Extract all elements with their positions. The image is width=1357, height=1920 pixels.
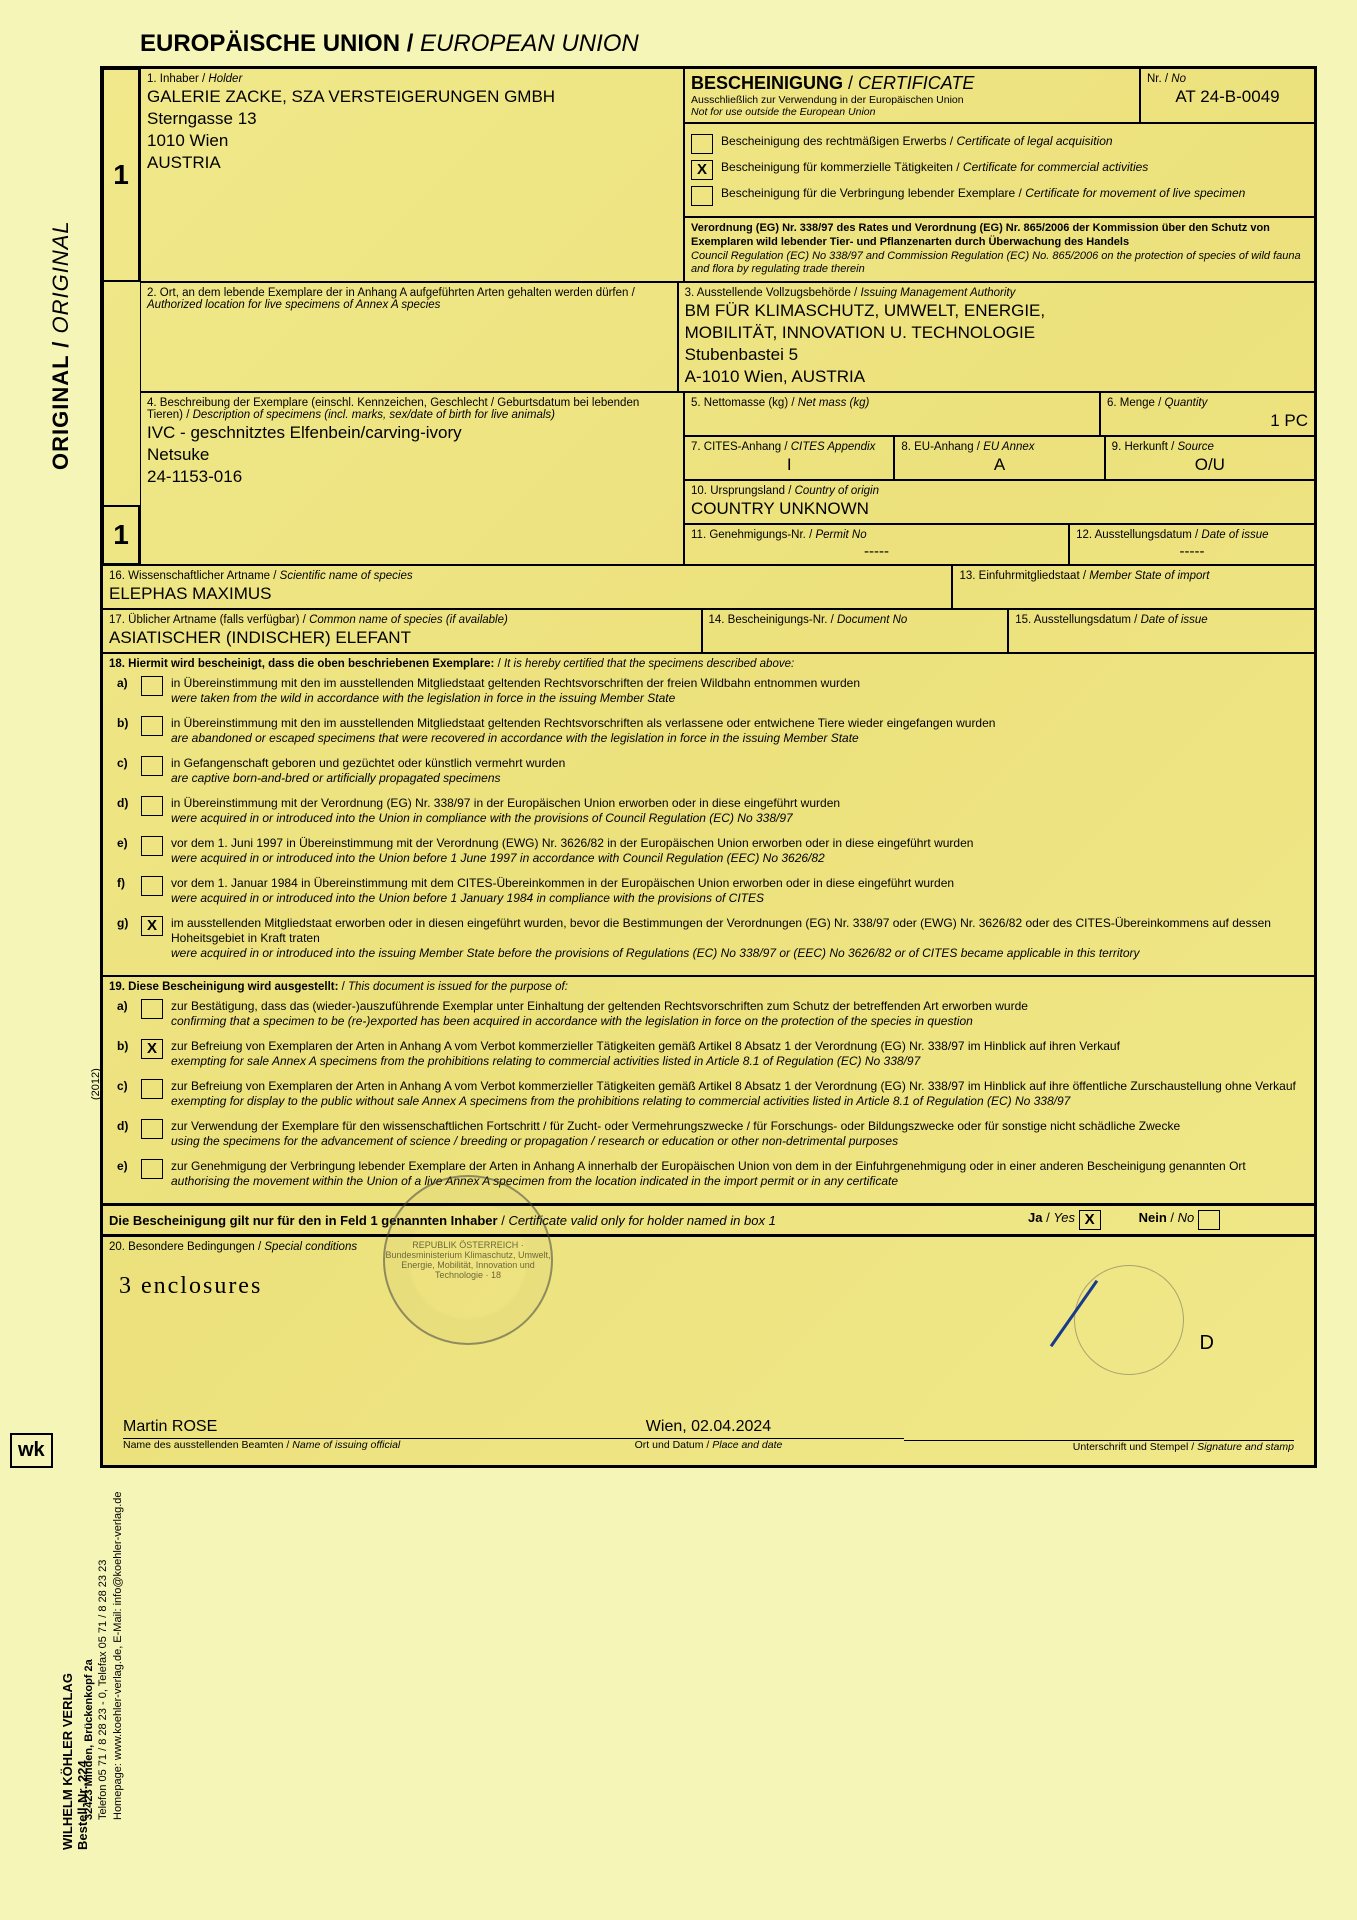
box5-label: 5. Nettomasse (kg) / Net mass (kg): [691, 397, 1093, 409]
box3-label: 3. Ausstellende Vollzugsbehörde / Issuin…: [685, 287, 1308, 299]
option-checkbox: [141, 1119, 163, 1139]
box10-label: 10. Ursprungsland / Country of origin: [691, 485, 1308, 497]
validity-text: Die Bescheinigung gilt nur für den in Fe…: [109, 1213, 1028, 1228]
cert-title: BESCHEINIGUNG / CERTIFICATE: [691, 73, 1133, 94]
option-checkbox: [141, 1159, 163, 1179]
certification-option: b)Xzur Befreiung von Exemplaren der Arte…: [117, 1039, 1308, 1069]
box8-label: 8. EU-Anhang / EU Annex: [901, 441, 1097, 453]
header-title: EUROPÄISCHE UNION / EUROPEAN UNION: [100, 30, 1317, 58]
option-checkbox: [141, 836, 163, 856]
desc-line2: Netsuke: [147, 445, 677, 465]
box10-value: COUNTRY UNKNOWN: [691, 499, 1308, 519]
certification-option: g)Xim ausstellenden Mitgliedstaat erworb…: [117, 916, 1308, 961]
certification-option: f)vor dem 1. Januar 1984 in Übereinstimm…: [117, 876, 1308, 906]
cert-type-checkbox: X: [691, 160, 713, 180]
certification-option: d)zur Verwendung der Exemplare für den w…: [117, 1119, 1308, 1149]
official-label: Name des ausstellenden Beamten / Name of…: [123, 1438, 513, 1451]
original-label: ORIGINAL / ORIGINAL: [48, 220, 74, 470]
publisher-logo: wk: [10, 1433, 53, 1468]
authority-line2: MOBILITÄT, INNOVATION U. TECHNOLOGIE: [685, 323, 1308, 343]
option-checkbox: [141, 756, 163, 776]
desc-line3: 24-1153-016: [147, 467, 677, 487]
option-checkbox: [141, 716, 163, 736]
box18-label: 18. Hiermit wird bescheinigt, dass die o…: [109, 658, 1308, 670]
authority-line1: BM FÜR KLIMASCHUTZ, UMWELT, ENERGIE,: [685, 301, 1308, 321]
box11-label: 11. Genehmigungs-Nr. / Permit No: [691, 529, 1062, 541]
box6-value: 1 PC: [1107, 411, 1308, 431]
box7-value: I: [691, 455, 887, 475]
place-label: Ort und Datum / Place and date: [513, 1438, 903, 1451]
box8-value: A: [901, 455, 1097, 475]
box12-label: 12. Ausstellungsdatum / Date of issue: [1076, 529, 1308, 541]
validity-yes-checkbox: X: [1079, 1210, 1101, 1230]
option-checkbox: [141, 676, 163, 696]
desc-line1: IVC - geschnitztes Elfenbein/carving-ivo…: [147, 423, 677, 443]
cert-type-checkbox: [691, 134, 713, 154]
publisher-address: 32423 Minden, Brückenkopf 2a Telefon 05 …: [82, 1492, 125, 1821]
box15-label: 15. Ausstellungsdatum / Date of issue: [1015, 614, 1308, 626]
option-checkbox: [141, 876, 163, 896]
certification-option: c)zur Befreiung von Exemplaren der Arten…: [117, 1079, 1308, 1109]
official-name: Martin ROSE: [123, 1418, 513, 1436]
regulation-text: Verordnung (EG) Nr. 338/97 des Rates und…: [684, 217, 1315, 282]
box17-value: ASIATISCHER (INDISCHER) ELEFANT: [109, 628, 695, 648]
box6-label: 6. Menge / Quantity: [1107, 397, 1308, 409]
certification-option: b)in Übereinstimmung mit den im ausstell…: [117, 716, 1308, 746]
holder-country: AUSTRIA: [147, 153, 677, 173]
box9-value: O/U: [1112, 455, 1308, 475]
validity-no: Nein / No: [1139, 1210, 1228, 1230]
box19-label: 19. Diese Bescheinigung wird ausgestellt…: [109, 981, 1308, 993]
option-checkbox: X: [141, 1039, 163, 1059]
copy-number-mid: 1: [102, 505, 140, 565]
cert-type-option: Bescheinigung des rechtmäßigen Erwerbs /…: [691, 134, 1308, 154]
certification-option: a)in Übereinstimmung mit den im ausstell…: [117, 676, 1308, 706]
authority-city: A-1010 Wien, AUSTRIA: [685, 367, 1308, 387]
box14-label: 14. Bescheinigungs-Nr. / Document No: [709, 614, 1002, 626]
official-stamp: REPUBLIK ÖSTERREICH · Bundesministerium …: [383, 1175, 553, 1345]
copy-letter: D: [1200, 1332, 1214, 1355]
holder-street: Sterngasse 13: [147, 109, 677, 129]
box11-value: -----: [691, 543, 1062, 560]
box7-label: 7. CITES-Anhang / CITES Appendix: [691, 441, 887, 453]
cert-no-label: Nr. / No: [1147, 73, 1308, 85]
box17-label: 17. Üblicher Artname (falls verfügbar) /…: [109, 614, 695, 626]
box20-label: 20. Besondere Bedingungen / Special cond…: [109, 1241, 1308, 1253]
place-date: Wien, 02.04.2024: [513, 1418, 903, 1436]
certification-option: e)zur Genehmigung der Verbringung lebend…: [117, 1159, 1308, 1189]
cert-number: AT 24-B-0049: [1147, 87, 1308, 107]
box16-label: 16. Wissenschaftlicher Artname / Scienti…: [109, 570, 945, 582]
copy-number-top: 1: [102, 68, 140, 282]
certification-option: e)vor dem 1. Juni 1997 in Übereinstimmun…: [117, 836, 1308, 866]
cert-type-option: Bescheinigung für die Verbringung lebend…: [691, 186, 1308, 206]
box2-label: 2. Ort, an dem lebende Exemplare der in …: [147, 287, 671, 311]
option-checkbox: [141, 1079, 163, 1099]
box13-label: 13. Einfuhrmitgliedstaat / Member State …: [959, 570, 1308, 582]
box16-value: ELEPHAS MAXIMUS: [109, 584, 945, 604]
validity-yes: Ja / Yes X: [1028, 1210, 1109, 1230]
holder-name: GALERIE ZACKE, SZA VERSTEIGERUNGEN GMBH: [147, 87, 677, 107]
box1-label: 1. Inhaber / Holder: [147, 73, 677, 85]
option-checkbox: [141, 796, 163, 816]
certification-option: d)in Übereinstimmung mit der Verordnung …: [117, 796, 1308, 826]
signature-stamp: [1074, 1265, 1184, 1375]
certification-option: a)zur Bestätigung, dass das (wieder-)aus…: [117, 999, 1308, 1029]
option-checkbox: [141, 999, 163, 1019]
box9-label: 9. Herkunft / Source: [1112, 441, 1308, 453]
option-checkbox: X: [141, 916, 163, 936]
box4-label: 4. Beschreibung der Exemplare (einschl. …: [147, 397, 677, 421]
validity-no-checkbox: [1198, 1210, 1220, 1230]
cert-type-option: XBescheinigung für kommerzielle Tätigkei…: [691, 160, 1308, 180]
cert-type-checkbox: [691, 186, 713, 206]
signature-label: Unterschrift und Stempel / Signature and…: [904, 1440, 1294, 1453]
authority-street: Stubenbastei 5: [685, 345, 1308, 365]
certification-option: c)in Gefangenschaft geboren und gezüchte…: [117, 756, 1308, 786]
holder-city: 1010 Wien: [147, 131, 677, 151]
cert-subtitle: Ausschließlich zur Verwendung in der Eur…: [691, 94, 1133, 118]
box12-value: -----: [1076, 543, 1308, 560]
